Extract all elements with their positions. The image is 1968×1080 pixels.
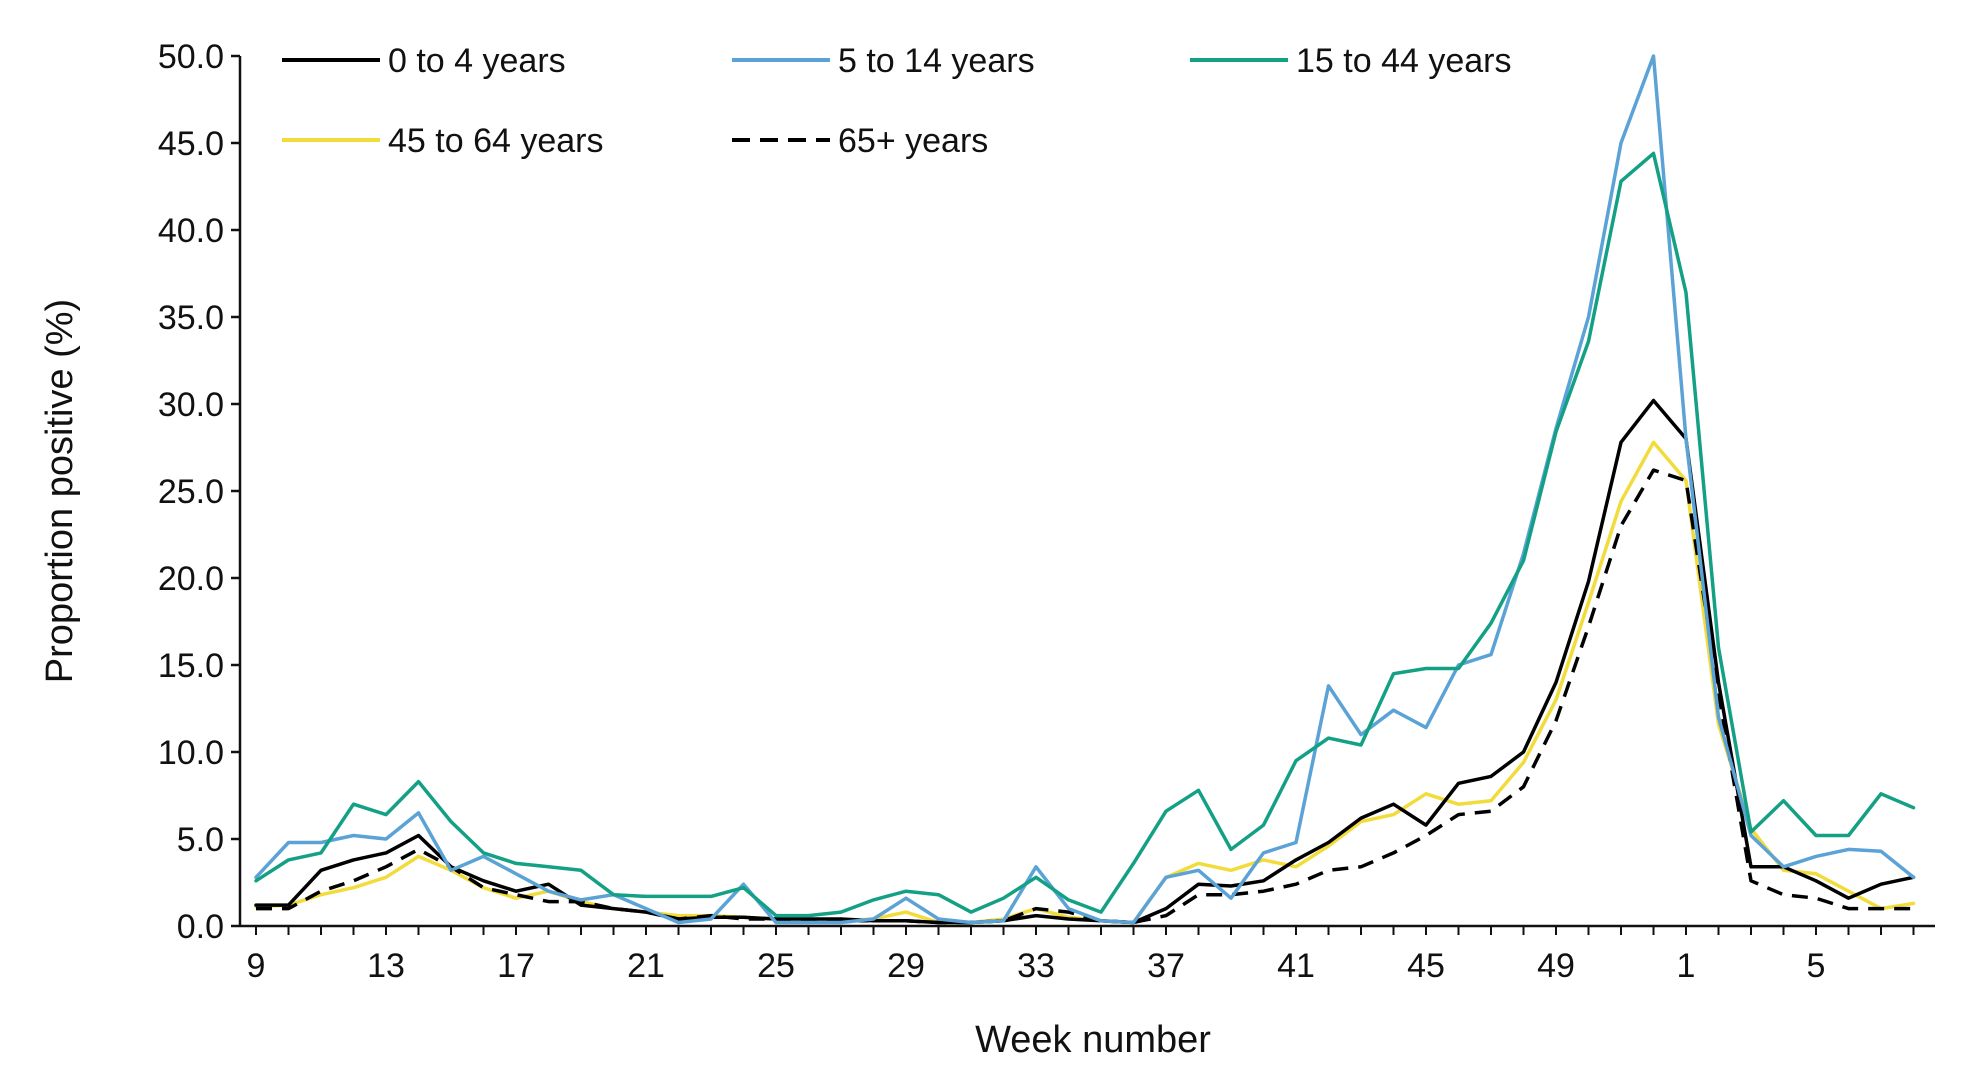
- y-tick-label: 5.0: [177, 821, 224, 859]
- x-ticks: 9 13 17 21 25 29 33 37 41 45 49 1 5: [247, 926, 1915, 985]
- series-line-65-years: [256, 468, 1914, 925]
- legend-entry: 0 to 4 years: [282, 42, 566, 80]
- y-tick-label: 35.0: [158, 299, 224, 337]
- y-tick-label: 40.0: [158, 212, 224, 250]
- x-tick-label: 5: [1807, 947, 1826, 985]
- x-tick-label: 13: [367, 947, 405, 985]
- legend-entry: 65+ years: [732, 122, 988, 160]
- series-line-5-to-14-years: [254, 54, 1916, 925]
- x-tick-label: 9: [247, 947, 266, 985]
- y-tick-label: 45.0: [158, 125, 224, 163]
- x-axis-title: Week number: [975, 1019, 1211, 1061]
- series-line-45-to-64-years: [254, 440, 1916, 925]
- y-tick-label: 25.0: [158, 473, 224, 511]
- x-tick-label: 33: [1017, 947, 1055, 985]
- y-axis-title: Proportion positive (%): [39, 299, 81, 683]
- y-tick-label: 15.0: [158, 647, 224, 685]
- series-line-15-to-44-years: [254, 151, 1916, 918]
- y-tick-label: 30.0: [158, 386, 224, 424]
- legend-label: 45 to 64 years: [388, 122, 603, 160]
- series-layer: [254, 54, 1916, 925]
- y-tick-label: 10.0: [158, 734, 224, 772]
- y-tick-label: 50.0: [158, 38, 224, 76]
- x-tick-label: 37: [1147, 947, 1185, 985]
- axes: 0.05.010.015.020.025.030.035.040.045.050…: [158, 38, 1935, 985]
- legend-label: 15 to 44 years: [1296, 42, 1511, 80]
- x-tick-label: 45: [1407, 947, 1445, 985]
- x-tick-label: 29: [887, 947, 925, 985]
- x-tick-label: 41: [1277, 947, 1315, 985]
- legend-label: 0 to 4 years: [388, 42, 566, 80]
- legend-label: 5 to 14 years: [838, 42, 1035, 80]
- x-tick-label: 1: [1677, 947, 1696, 985]
- x-tick-label: 25: [757, 947, 795, 985]
- x-tick-label: 21: [627, 947, 665, 985]
- series-line-0-to-4-years: [254, 398, 1916, 925]
- legend-entry: 5 to 14 years: [732, 42, 1035, 80]
- legend-label: 65+ years: [838, 122, 988, 160]
- x-tick-label: 49: [1537, 947, 1575, 985]
- legend: 0 to 4 years 5 to 14 years 15 to 44 years 4…: [282, 42, 1511, 160]
- legend-entry: 15 to 44 years: [1190, 42, 1511, 80]
- x-tick-label: 17: [497, 947, 535, 985]
- legend-entry: 45 to 64 years: [282, 122, 603, 160]
- y-ticks: 0.0 5.0 10.0 15.0 20.0 25.0 30.0 35.0 40.0 45.0 50…: [158, 38, 240, 946]
- y-tick-label: 0.0: [177, 908, 224, 946]
- y-tick-label: 20.0: [158, 560, 224, 598]
